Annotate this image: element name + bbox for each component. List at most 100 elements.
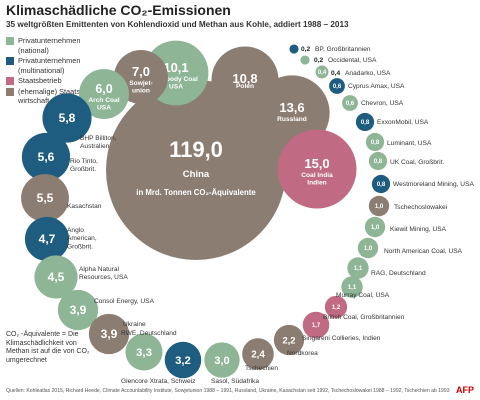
- bubble-name: Arch Coal: [88, 97, 119, 104]
- bubble-label: Tschechien: [245, 365, 278, 372]
- bubble-value: 4,7: [39, 232, 56, 246]
- bubble-north-american-coal-usa: [357, 237, 379, 259]
- bubble-bhp-billiton-australien: [42, 93, 92, 143]
- bubble-value: 1,0: [375, 204, 384, 210]
- legend-swatch: [6, 37, 14, 45]
- chart-unit-label: in Mrd. Tonnen CO₂-Äquivalente: [136, 188, 256, 197]
- bubble-value: 1,1: [354, 266, 363, 272]
- bubble-value-outside: 0,4: [331, 70, 340, 77]
- bubble-label: Kasachstan: [67, 203, 102, 210]
- legend: Privatunternehmen (national) Privatunter…: [6, 36, 106, 107]
- bubble-label: Resources, USA: [79, 274, 128, 281]
- bubble-label: Tschechoslowakei: [394, 204, 448, 211]
- bubble-bp-großbritannien: [289, 44, 299, 54]
- bubble-value: 2,4: [251, 349, 265, 360]
- legend-label: Privatunternehmen (multinational): [18, 56, 81, 75]
- bubble-value: 1,7: [312, 323, 321, 329]
- bubble-nordkorea: [273, 324, 305, 356]
- legend-item-state: Staatsbetrieb: [6, 76, 106, 86]
- bubble-anadarko-usa: [315, 65, 329, 79]
- bubble-value: 0,8: [371, 140, 380, 146]
- bubble-value: 1,1: [348, 285, 357, 291]
- bubble-label: Großbrit.: [70, 166, 96, 173]
- bubble-name: Russland: [277, 116, 307, 123]
- bubble-label: Singareni Collieries, Indien: [302, 335, 381, 342]
- bubble-value: 119,0: [169, 137, 223, 162]
- bubble-value-outside: 0,2: [301, 46, 310, 53]
- bubble-name: China: [183, 169, 210, 180]
- bubble-uk-coal-großbrit: [368, 151, 388, 171]
- bubble-label: Consol Energy, USA: [94, 298, 155, 305]
- bubble-label: Murray Coal, USA: [336, 292, 390, 299]
- bubble-label: Chevron, USA: [361, 100, 404, 107]
- bubble-value: 3,0: [214, 355, 229, 367]
- bubble-value: 3,9: [101, 327, 118, 341]
- bubble-label: Sasol, Südafrika: [211, 378, 259, 385]
- bubble-value: 1,0: [364, 246, 373, 252]
- bubble-value-outside: 0,2: [314, 57, 323, 64]
- bubble-label: RAG, Deutschland: [371, 270, 426, 277]
- bubble-value: 3,9: [70, 303, 87, 317]
- bubble-label: RWE, Deutschland: [121, 330, 177, 337]
- bubble-value: 0,8: [374, 159, 383, 165]
- legend-swatch: [6, 87, 14, 96]
- bubble-occidental-usa: [300, 55, 310, 65]
- bubble-value: 6,0: [95, 82, 112, 96]
- bubble-chevron-usa: [342, 95, 358, 111]
- bubble-label: Westmoreland Mining, USA: [393, 181, 474, 188]
- bubble-value: 0,8: [377, 182, 386, 188]
- bubble-polen: [211, 46, 279, 114]
- sources: Quellen: Kohleatlas 2015, Richard Heede,…: [6, 388, 450, 394]
- page-subtitle: 35 weltgrößten Emittenten von Kohlendiox…: [6, 20, 349, 29]
- bubble-label: Kiewit Mining, USA: [390, 226, 447, 233]
- bubble-glencore-xtrata-schweiz: [164, 341, 202, 379]
- legend-swatch: [6, 77, 14, 85]
- legend-label: Staatsbetrieb: [18, 76, 62, 85]
- bubble-tschechoslowakei: [368, 195, 390, 217]
- bubble-exxonmobil-usa: [355, 112, 375, 132]
- afp-logo: AFP: [456, 385, 474, 395]
- bubble-kasachstan: [21, 174, 69, 222]
- bubble-value: 2,2: [282, 335, 295, 345]
- bubble-tschechien: [242, 338, 274, 370]
- bubble-label: ExxonMobil, USA: [377, 119, 429, 126]
- bubble-value: 10,8: [232, 71, 257, 86]
- bubble-value: 15,0: [304, 156, 329, 171]
- bubble-value: 1,2: [332, 305, 341, 311]
- legend-label: (ehemalige) Staats-wirtschaft: [18, 86, 83, 106]
- bubble-label: British Coal, Großbritannien: [323, 314, 405, 321]
- bubble-value: 0,6: [333, 84, 342, 90]
- bubble-label: Rio Tinto,: [70, 158, 98, 165]
- bubble-alpha-natural-resources-usa: [34, 255, 78, 299]
- bubble-label: BHP Billiton,: [80, 135, 117, 142]
- bubble-name: Indien: [307, 180, 326, 187]
- bubble-singareni-collieries-indien: [302, 311, 330, 339]
- bubble-label: North American Coal, USA: [384, 248, 463, 255]
- legend-item-national: Privatunternehmen (national): [6, 36, 106, 55]
- bubble-label: Cyprus Amax, USA: [348, 83, 405, 90]
- bubble-label: Anadarko, USA: [345, 70, 391, 77]
- bubble-value: 4,5: [48, 270, 65, 284]
- bubble-name: Peabody Coal: [154, 76, 198, 83]
- bubble-value: 10,1: [163, 60, 188, 75]
- bubble-cyprus-amax-usa: [329, 78, 345, 94]
- page-title: Klimaschädliche CO₂-Emissionen: [6, 2, 231, 18]
- bubble-name: USA: [97, 105, 111, 112]
- bubble-label: Occidental, USA: [328, 57, 377, 64]
- bubble-arch-coal-usa: [79, 69, 129, 119]
- bubble-label: Alpha Natural: [79, 266, 119, 273]
- legend-swatch: [6, 57, 14, 65]
- bubble-value: 0,6: [346, 101, 355, 107]
- bubble-value: 5,8: [59, 111, 76, 125]
- bubble-label: Luminant, USA: [387, 140, 432, 147]
- bubble-label: Nordkorea: [287, 350, 318, 357]
- bubble-value: 5,5: [37, 191, 54, 205]
- bubble-rag-deutschland: [347, 257, 369, 279]
- bubble-label: American,: [67, 235, 97, 242]
- bubble-label: Großbrit.: [67, 243, 93, 250]
- bubble-label: Anglo: [67, 227, 84, 234]
- bubble-china: [106, 80, 286, 260]
- bubble-name: Polen: [236, 83, 254, 90]
- bubble-name: union: [132, 88, 150, 95]
